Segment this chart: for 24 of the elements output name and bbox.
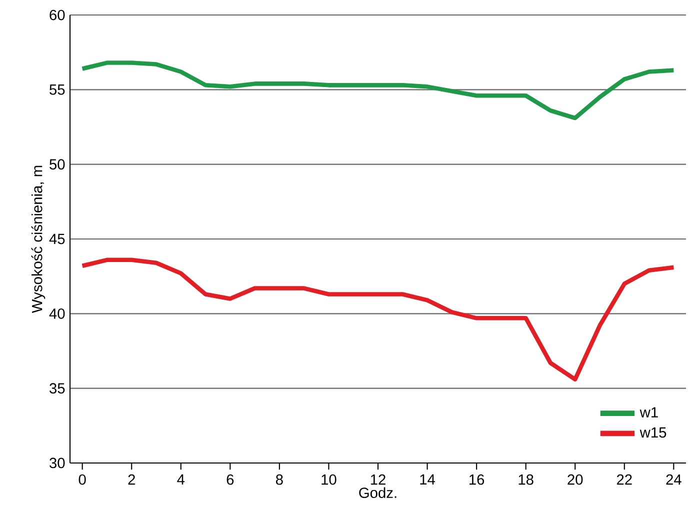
- x-axis-title: Godz.: [359, 487, 396, 498]
- x-tick-label: 2: [128, 474, 135, 485]
- y-tick-label: 50: [50, 159, 65, 170]
- legend-label: w15: [640, 427, 666, 438]
- x-tick-label: 14: [420, 474, 435, 484]
- y-tick-label: 45: [49, 234, 65, 244]
- x-tick-label: 0: [78, 474, 86, 485]
- x-tick-label: 18: [518, 474, 534, 485]
- x-tick-label: 8: [276, 474, 283, 485]
- x-tick-label: 12: [370, 474, 386, 485]
- x-tick-label: 4: [177, 474, 185, 484]
- y-axis-title: Wysokość ciśnienia, m: [31, 166, 46, 314]
- y-tick-label: 55: [50, 84, 65, 95]
- y-tick-label: 60: [50, 10, 65, 20]
- x-tick-label: 6: [226, 474, 234, 485]
- y-tick-label: 35: [50, 383, 65, 394]
- x-tick-label: 10: [322, 474, 336, 485]
- x-tick-label: 16: [470, 474, 484, 485]
- x-tick-label: 22: [616, 474, 632, 485]
- y-tick-label: 40: [49, 308, 65, 319]
- y-tick-label: 30: [50, 458, 65, 468]
- x-tick-label: 20: [568, 474, 583, 485]
- legend-label: w1: [640, 407, 658, 418]
- x-tick-label: 24: [666, 474, 682, 485]
